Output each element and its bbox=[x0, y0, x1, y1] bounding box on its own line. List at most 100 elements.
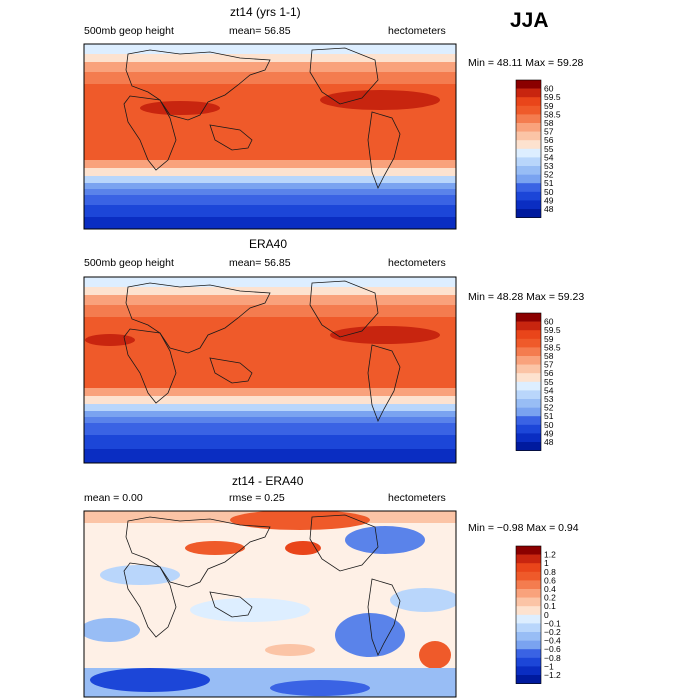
panel-3-coastlines bbox=[123, 514, 401, 656]
panel-3-mean-label: mean = 0.00 bbox=[84, 492, 143, 504]
panel-3-negative-region bbox=[270, 680, 370, 696]
colorbar-2-tick-label: 52 bbox=[544, 403, 554, 413]
colorbar-3-box bbox=[516, 597, 541, 607]
colorbar-1-tick-label: 50 bbox=[544, 187, 554, 197]
panel-2-high-anomaly bbox=[85, 334, 135, 346]
colorbar-3-box bbox=[516, 666, 541, 676]
panel-1-band bbox=[84, 195, 456, 205]
colorbar-3-tick-label: 1.2 bbox=[544, 550, 556, 560]
colorbar-3-tick-label: −0.1 bbox=[544, 618, 561, 628]
panel-1-mean-label: mean= 56.85 bbox=[229, 25, 291, 37]
colorbar-3-box bbox=[516, 546, 541, 555]
colorbar-2-box bbox=[516, 442, 541, 451]
panel-1-map bbox=[84, 44, 456, 229]
panel-3-title: zt14 - ERA40 bbox=[232, 474, 304, 488]
colorbar-1-box bbox=[516, 157, 541, 167]
colorbar-2-tick-label: 54 bbox=[544, 385, 554, 395]
colorbar-2-tick-label: 53 bbox=[544, 394, 554, 404]
panel-1-band bbox=[84, 72, 456, 84]
colorbar-2-box bbox=[516, 390, 541, 400]
panel-2-band bbox=[84, 423, 456, 435]
panel-3-units-label: hectometers bbox=[388, 492, 446, 504]
colorbar-3-tick-label: 0.6 bbox=[544, 575, 556, 585]
panel-2-coastlines bbox=[123, 280, 401, 422]
colorbar-2-box bbox=[516, 373, 541, 383]
colorbar-1-tick-label: 60 bbox=[544, 84, 554, 94]
panel-1-minmax: Min = 48.11 Max = 59.28 bbox=[468, 57, 584, 69]
colorbar-3-tick-label: 0 bbox=[544, 610, 549, 620]
colorbar-2-box bbox=[516, 364, 541, 374]
panel-2-band bbox=[84, 411, 456, 417]
colorbar-3-box bbox=[516, 640, 541, 650]
panel-2-band bbox=[84, 417, 456, 423]
panel-2-map bbox=[84, 277, 456, 463]
colorbar-2-box bbox=[516, 416, 541, 426]
colorbar-1-tick-label: 58.5 bbox=[544, 109, 561, 119]
colorbar-3-box bbox=[516, 649, 541, 659]
colorbar-3-tick-label: 1 bbox=[544, 558, 549, 568]
colorbar-3-box bbox=[516, 554, 541, 564]
colorbar-2-tick-label: 50 bbox=[544, 420, 554, 430]
colorbar-2-tick-label: 49 bbox=[544, 428, 554, 438]
colorbar-2-tick-label: 58.5 bbox=[544, 342, 561, 352]
colorbar-1-tick-label: 55 bbox=[544, 144, 554, 154]
panel-3-positive-region bbox=[285, 541, 321, 555]
colorbar-1-frame bbox=[515, 79, 542, 218]
panel-2-band bbox=[84, 449, 456, 463]
colorbar-3-box bbox=[516, 623, 541, 633]
colorbar-2-tick-label: 51 bbox=[544, 411, 554, 421]
colorbar-2-box bbox=[516, 330, 541, 340]
panel-2-band bbox=[84, 435, 456, 449]
colorbar-1-box bbox=[516, 191, 541, 201]
colorbar-1-tick-label: 59 bbox=[544, 101, 554, 111]
panel-3-positive-region bbox=[419, 641, 451, 669]
colorbar-3-tick-label: −0.6 bbox=[544, 644, 561, 654]
panel-1-band bbox=[84, 54, 456, 62]
colorbar-2-tick-label: 59.5 bbox=[544, 325, 561, 335]
colorbar-3-box bbox=[516, 563, 541, 573]
panel-1-variable-label: 500mb geop height bbox=[84, 25, 174, 37]
panel-1-units-label: hectometers bbox=[388, 25, 446, 37]
colorbar-1-box bbox=[516, 174, 541, 184]
colorbar-1-box bbox=[516, 105, 541, 115]
panel-2-band bbox=[84, 295, 456, 305]
colorbar-2-tick-label: 57 bbox=[544, 360, 554, 370]
colorbar-2-box bbox=[516, 321, 541, 331]
colorbar-1-box bbox=[516, 114, 541, 124]
colorbar-2-box bbox=[516, 381, 541, 391]
panel-3-positive-region bbox=[185, 541, 245, 555]
colorbar-3-box bbox=[516, 675, 541, 684]
panel-1-high-anomaly bbox=[320, 90, 440, 110]
colorbar-3-tick-label: −1.2 bbox=[544, 670, 561, 680]
panel-3-positive-region bbox=[265, 644, 315, 656]
panel-3-negative-region bbox=[335, 613, 405, 657]
panel-2-band bbox=[84, 388, 456, 396]
colorbar-1-box bbox=[516, 209, 541, 218]
colorbar-1-tick-label: 49 bbox=[544, 195, 554, 205]
panel-1-band bbox=[84, 176, 456, 183]
colorbar-3-box bbox=[516, 632, 541, 641]
panel-1-band bbox=[84, 168, 456, 176]
colorbar-3-tick-label: −0.2 bbox=[544, 627, 561, 637]
panel-3-map bbox=[84, 511, 456, 697]
panel-1-band bbox=[84, 189, 456, 195]
colorbar-3-box bbox=[516, 580, 541, 590]
panel-2-band bbox=[84, 305, 456, 317]
colorbar-3-tick-label: 0.1 bbox=[544, 601, 556, 611]
panel-3-negative-region bbox=[345, 526, 425, 554]
panel-3-minmax: Min = −0.98 Max = 0.94 bbox=[468, 522, 579, 534]
panel-2-high-anomaly bbox=[330, 326, 440, 344]
colorbar-3-box bbox=[516, 571, 541, 581]
panel-3-negative-region bbox=[390, 588, 456, 612]
colorbar-2-box bbox=[516, 399, 541, 408]
colorbar-1-tick-label: 57 bbox=[544, 127, 554, 137]
panel-2-band bbox=[84, 396, 456, 404]
colorbar-2-box bbox=[516, 338, 541, 348]
panel-1-band bbox=[84, 183, 456, 189]
colorbar-3-box bbox=[516, 614, 541, 624]
colorbar-3-tick-label: 0.2 bbox=[544, 593, 556, 603]
colorbar-3-tick-label: 0.4 bbox=[544, 584, 556, 594]
colorbar-1-tick-label: 58 bbox=[544, 118, 554, 128]
colorbar-2-frame bbox=[515, 312, 542, 451]
